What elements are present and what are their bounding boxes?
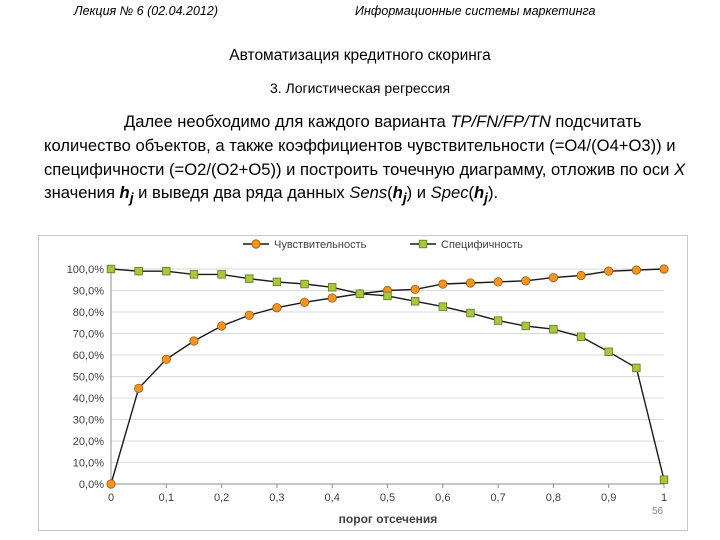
- data-point-sens: [189, 336, 199, 346]
- x-tick-label: 0,7: [490, 492, 505, 504]
- data-point-spec: [632, 363, 641, 373]
- para-text: ) и: [406, 183, 431, 203]
- para-text: подсчитать количество объектов, а также …: [44, 112, 676, 179]
- x-tick-label: 0,6: [435, 492, 450, 504]
- data-point-spec: [106, 264, 116, 274]
- data-point-spec: [549, 325, 558, 334]
- para-spec: Spec: [430, 183, 469, 203]
- chart-grid: [111, 268, 664, 485]
- para-var-h: h: [119, 183, 130, 203]
- y-tick-label: 20,0%: [73, 436, 104, 448]
- x-tick-labels: 0 0,1 0,2 0,3 0,4 0,5 0,6 0,7 0,8 0,9 1: [108, 492, 667, 504]
- x-tick-label: 0,4: [325, 492, 340, 504]
- data-point-spec: [438, 302, 447, 311]
- y-tick-label: 100,0%: [67, 264, 105, 276]
- data-point-spec: [410, 297, 420, 306]
- data-point-sens: [106, 479, 116, 489]
- data-point-spec: [327, 283, 337, 292]
- y-tick-label: 0,0%: [79, 479, 104, 491]
- data-point-sens: [244, 310, 254, 320]
- data-point-spec: [134, 266, 143, 276]
- slide-title: Автоматизация кредитного скоринга: [229, 47, 491, 64]
- legend-label: Чувствительность: [274, 239, 367, 251]
- data-point-sens: [576, 270, 586, 281]
- data-point-sens: [521, 276, 531, 286]
- slide-subtitle: 3. Логистическая регрессия: [269, 80, 451, 96]
- data-point-spec: [604, 347, 613, 356]
- chart-frame: [38, 235, 688, 531]
- chart-series: [106, 264, 669, 489]
- page-number: 56: [652, 506, 664, 517]
- data-point-spec: [576, 332, 586, 341]
- y-tick-label: 70,0%: [73, 329, 104, 341]
- para-italic: X: [674, 159, 686, 179]
- data-point-spec: [189, 270, 199, 279]
- data-point-spec: [300, 279, 309, 289]
- x-tick-label: 0,9: [601, 492, 616, 504]
- data-point-sens: [659, 264, 669, 274]
- header-lecture: Лекция № 6 (02.04.2012): [74, 4, 218, 18]
- data-point-spec: [383, 291, 392, 301]
- x-tick-label: 0,3: [269, 492, 284, 504]
- para-italic: TP/FN/FP/TN: [450, 112, 551, 131]
- para-var-j: j: [129, 189, 134, 206]
- chart-legend: Чувствительность Специфичность: [243, 239, 523, 251]
- para-var-h: h: [392, 183, 403, 203]
- data-point-spec: [466, 308, 475, 318]
- para-var-j: j: [402, 189, 407, 206]
- x-tick-label: 0,8: [546, 492, 561, 504]
- y-tick-label: 50,0%: [73, 372, 104, 384]
- para-text: и выведя два ряда данных: [133, 183, 350, 203]
- x-tick-label: 0: [108, 492, 114, 504]
- data-point-spec: [272, 277, 282, 287]
- data-point-sens: [217, 321, 227, 331]
- data-point-sens: [299, 297, 310, 307]
- data-point-sens: [604, 266, 614, 276]
- x-axis-label: порог отсечения: [339, 512, 438, 526]
- data-point-spec: [245, 274, 254, 283]
- y-tick-label: 60,0%: [73, 350, 104, 362]
- legend-marker-spec: [418, 239, 428, 249]
- legend-marker-sens: [251, 239, 261, 249]
- body-paragraph: Далее необходимо для каждого варианта TP…: [44, 110, 694, 211]
- para-text: (: [468, 183, 475, 203]
- x-tick-label: 0,1: [159, 492, 174, 504]
- y-tick-label: 30,0%: [73, 415, 104, 427]
- data-point-spec: [521, 321, 530, 331]
- legend-label: Специфичность: [441, 239, 523, 251]
- data-point-spec: [217, 270, 226, 279]
- para-var-h: h: [474, 183, 485, 203]
- y-tick-label: 40,0%: [73, 393, 104, 405]
- data-point-spec: [162, 266, 171, 276]
- data-point-sens: [438, 279, 448, 289]
- y-tick-label: 10,0%: [73, 458, 104, 470]
- data-point-sens: [410, 284, 420, 295]
- para-text: значения: [44, 183, 120, 203]
- para-text: Далее необходимо для каждого варианта: [124, 112, 451, 131]
- chart-axes: [110, 269, 665, 488]
- data-point-sens: [161, 354, 171, 364]
- data-point-spec: [355, 289, 365, 298]
- data-point-sens: [465, 278, 476, 288]
- header-course: Информационные системы маркетинга: [355, 4, 596, 18]
- data-point-sens: [548, 272, 559, 283]
- x-tick-label: 0,5: [380, 492, 395, 504]
- para-var-j: j: [484, 189, 489, 206]
- para-text: ).: [488, 183, 499, 203]
- para-sens: Sens: [349, 183, 388, 203]
- x-tick-label: 1: [661, 492, 667, 504]
- sens-spec-chart: 0,0% 10,0% 20,0% 30,0% 40,0% 50,0% 60,0% 70,0% 8…: [38, 235, 688, 531]
- data-point-spec: [493, 316, 503, 325]
- data-point-sens: [272, 303, 282, 313]
- y-tick-label: 90,0%: [73, 286, 104, 298]
- data-point-sens: [327, 293, 337, 303]
- data-point-spec: [659, 475, 669, 484]
- data-point-sens: [493, 277, 503, 287]
- data-point-sens: [631, 265, 641, 275]
- x-tick-label: 0,2: [214, 492, 229, 504]
- data-point-sens: [134, 383, 144, 393]
- y-tick-label: 80,0%: [73, 307, 104, 319]
- para-text: (: [387, 183, 393, 203]
- y-tick-labels: 0,0% 10,0% 20,0% 30,0% 40,0% 50,0% 60,0% 70,0% 8…: [67, 264, 105, 491]
